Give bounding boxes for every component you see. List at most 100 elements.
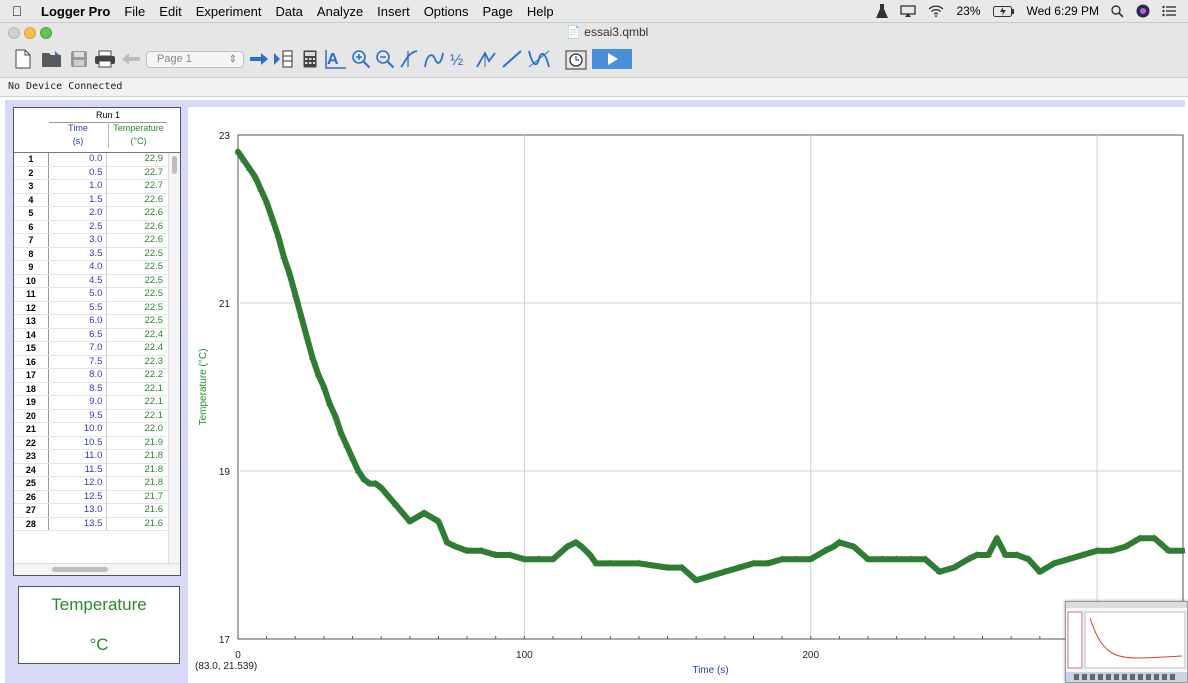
data-point[interactable] xyxy=(297,311,305,318)
data-point[interactable] xyxy=(578,542,586,549)
data-point[interactable] xyxy=(371,479,379,486)
data-point[interactable] xyxy=(721,567,729,574)
temperature-time-chart[interactable]: 01002003017192123Time (s)Temperature (°C… xyxy=(188,107,1185,677)
data-point[interactable] xyxy=(984,551,992,557)
data-point[interactable] xyxy=(314,370,322,377)
cell-temperature[interactable]: 22.5 xyxy=(106,247,167,260)
table-horizontal-scroll-thumb[interactable] xyxy=(52,567,108,572)
cell-time[interactable]: 3.0 xyxy=(89,234,103,245)
cell-temperature[interactable]: 22.9 xyxy=(106,153,167,166)
data-point[interactable] xyxy=(263,198,271,205)
cell-time[interactable]: 2.0 xyxy=(89,207,103,218)
cell-temperature[interactable]: 22.4 xyxy=(106,342,167,355)
data-point[interactable] xyxy=(835,538,843,545)
data-browser-icon[interactable] xyxy=(272,47,294,71)
flask-icon[interactable] xyxy=(876,4,889,18)
cell-temperature[interactable]: 22.5 xyxy=(106,315,167,328)
data-point[interactable] xyxy=(563,542,571,549)
data-point[interactable] xyxy=(1165,546,1173,553)
table-row[interactable]: 22 10.5 21.9 xyxy=(14,436,167,450)
cell-temperature[interactable]: 21.8 xyxy=(106,463,167,476)
data-point[interactable] xyxy=(749,559,757,566)
data-point[interactable] xyxy=(807,555,815,562)
calculator-icon[interactable] xyxy=(300,47,320,71)
data-point[interactable] xyxy=(735,563,743,570)
cell-temperature[interactable]: 21.7 xyxy=(106,490,167,503)
cell-time[interactable]: 1.0 xyxy=(89,180,103,191)
table-horizontal-scrollbar[interactable] xyxy=(14,563,180,575)
screenshot-thumbnail[interactable] xyxy=(1065,601,1188,683)
data-point[interactable] xyxy=(964,555,972,562)
data-point[interactable] xyxy=(1122,542,1130,549)
cell-time[interactable]: 7.5 xyxy=(89,355,103,367)
data-point[interactable] xyxy=(366,479,374,486)
save-icon[interactable] xyxy=(68,47,90,71)
cell-temperature[interactable]: 21.6 xyxy=(106,504,167,517)
data-point[interactable] xyxy=(1050,559,1058,566)
table-row[interactable]: 4 1.5 22.6 xyxy=(14,193,167,207)
table-vertical-scrollbar[interactable] xyxy=(168,153,180,563)
menu-options[interactable]: Options xyxy=(423,3,469,19)
cell-temperature[interactable]: 22.1 xyxy=(106,409,167,422)
data-point[interactable] xyxy=(1013,551,1021,557)
menu-experiment[interactable]: Experiment xyxy=(195,3,262,19)
table-vertical-scroll-thumb[interactable] xyxy=(172,156,177,174)
data-point[interactable] xyxy=(406,517,414,524)
data-point[interactable] xyxy=(692,576,700,583)
cell-temperature[interactable]: 22.5 xyxy=(106,261,167,274)
data-point[interactable] xyxy=(830,542,838,549)
table-row[interactable]: 23 11.0 21.8 xyxy=(14,450,167,464)
cell-time[interactable]: 8.5 xyxy=(89,382,103,394)
cell-time[interactable]: 8.0 xyxy=(89,369,103,380)
autoscale-icon[interactable]: A xyxy=(324,47,348,71)
menu-data[interactable]: Data xyxy=(275,3,303,19)
cell-time[interactable]: 6.5 xyxy=(89,328,103,340)
data-point[interactable] xyxy=(1024,555,1032,562)
cell-temperature[interactable]: 22.4 xyxy=(106,328,167,341)
table-row[interactable]: 12 5.5 22.5 xyxy=(14,301,167,315)
data-point[interactable] xyxy=(331,412,339,419)
cell-time[interactable]: 10.5 xyxy=(83,436,103,448)
apple-menu-icon[interactable]:  xyxy=(0,3,34,19)
window-minimize-button[interactable] xyxy=(24,27,36,39)
table-row[interactable]: 8 3.5 22.5 xyxy=(14,247,167,261)
cell-time[interactable]: 9.0 xyxy=(89,396,103,407)
menu-file[interactable]: File xyxy=(124,3,146,19)
table-row[interactable]: 28 13.5 21.6 xyxy=(14,517,167,531)
data-point[interactable] xyxy=(864,555,872,562)
cell-time[interactable]: 11.0 xyxy=(84,450,103,461)
collect-button[interactable] xyxy=(592,47,632,71)
data-point[interactable] xyxy=(572,538,580,545)
cell-time[interactable]: 2.5 xyxy=(89,220,103,232)
cell-time[interactable]: 0.0 xyxy=(89,153,103,164)
cell-time[interactable]: 13.5 xyxy=(83,517,103,529)
table-row[interactable]: 19 9.0 22.1 xyxy=(14,396,167,410)
data-point[interactable] xyxy=(535,555,543,562)
data-point[interactable] xyxy=(520,555,528,562)
table-row[interactable]: 16 7.5 22.3 xyxy=(14,355,167,369)
cell-time[interactable]: 0.5 xyxy=(89,166,103,178)
data-point[interactable] xyxy=(268,215,276,221)
wifi-icon[interactable] xyxy=(928,5,944,17)
notification-center-icon[interactable] xyxy=(1162,5,1176,17)
cell-time[interactable]: 12.0 xyxy=(83,477,103,488)
cell-time[interactable]: 7.0 xyxy=(89,342,103,353)
table-row[interactable]: 10 4.5 22.5 xyxy=(14,274,167,288)
cell-temperature[interactable]: 22.3 xyxy=(106,355,167,368)
table-row[interactable]: 14 6.5 22.4 xyxy=(14,328,167,342)
data-point[interactable] xyxy=(1136,534,1144,541)
data-point[interactable] xyxy=(349,454,357,461)
data-point[interactable] xyxy=(778,555,786,562)
table-row[interactable]: 27 13.0 21.6 xyxy=(14,504,167,518)
table-row[interactable]: 6 2.5 22.6 xyxy=(14,220,167,234)
print-icon[interactable] xyxy=(93,47,117,71)
data-point[interactable] xyxy=(592,559,600,566)
cell-temperature[interactable]: 22.6 xyxy=(106,234,167,247)
table-row[interactable]: 20 9.5 22.1 xyxy=(14,409,167,423)
tangent-icon[interactable] xyxy=(422,47,446,71)
data-table[interactable]: Run 1 Time (s) Temperature (°C) 1 0.0 22.9… xyxy=(13,107,181,576)
cell-time[interactable]: 5.5 xyxy=(89,301,103,313)
data-point[interactable] xyxy=(1179,546,1186,553)
data-point[interactable] xyxy=(354,467,362,473)
data-point[interactable] xyxy=(678,563,686,570)
